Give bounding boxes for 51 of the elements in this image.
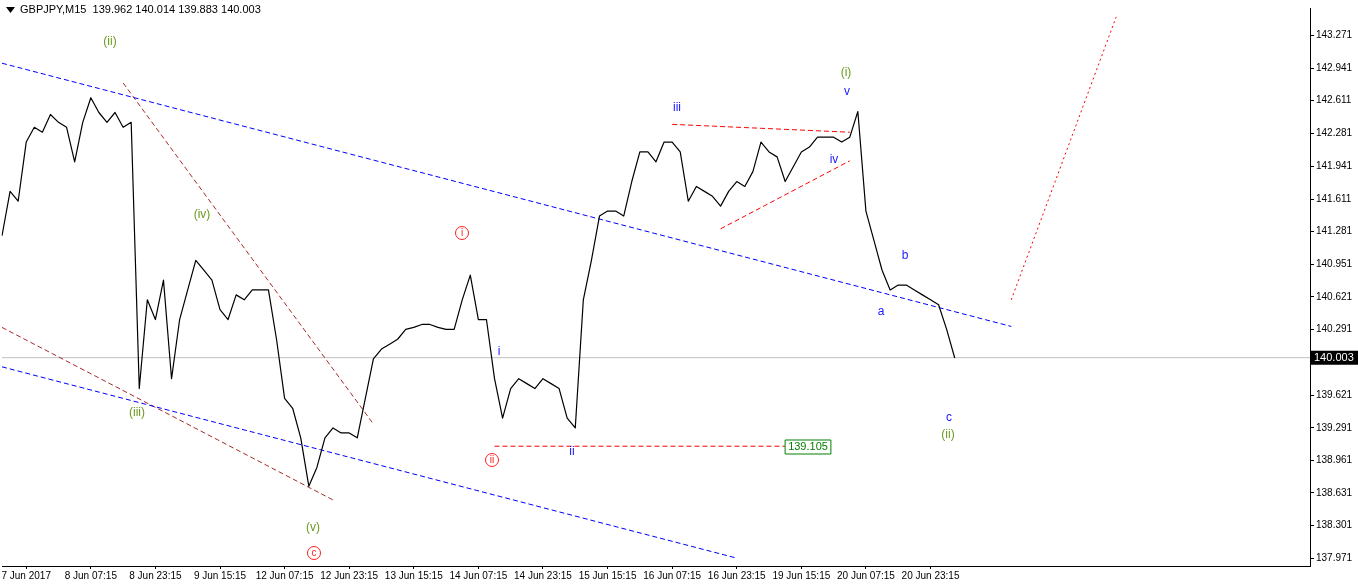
y-tick-label: 139.621: [1316, 389, 1353, 401]
x-tick-label: 20 Jun 23:15: [901, 569, 960, 581]
chart-title: GBPJPY,M15 139.962 140.014 139.883 140.003: [20, 3, 261, 16]
x-tick-label: 9 Jun 15:15: [193, 569, 247, 581]
y-tick-label: 140.951: [1316, 257, 1353, 269]
y-tick-label: 143.271: [1316, 29, 1353, 41]
annotation: i: [460, 226, 464, 238]
x-tick-label: 14 Jun 23:15: [514, 569, 573, 581]
annotation: iii: [673, 100, 681, 115]
x-tick-label: 16 Jun 07:15: [643, 569, 702, 581]
y-tick-label: 140.291: [1316, 323, 1353, 335]
annotation: (v): [306, 520, 320, 535]
annotation: i: [497, 344, 501, 359]
annotation: iv: [829, 152, 839, 167]
x-tick-label: 16 Jun 23:15: [707, 569, 767, 581]
x-tick-label: 14 Jun 07:15: [449, 569, 508, 581]
x-tick-label: 13 Jun 15:15: [384, 569, 444, 581]
y-tick-label: 142.281: [1316, 126, 1353, 138]
y-tick-label: 140.621: [1316, 290, 1353, 302]
y-tick-label: 139.291: [1316, 421, 1353, 433]
x-tick-label: 15 Jun 15:15: [578, 569, 637, 581]
annotation: (iv): [193, 207, 211, 222]
y-tick-label: 142.611: [1316, 94, 1352, 106]
annotation: ii: [489, 453, 495, 465]
ref-line-label: 140.003: [1314, 350, 1354, 363]
annotation: b: [901, 248, 909, 263]
y-tick-label: 141.611: [1316, 192, 1352, 204]
x-tick-label: 8 Jun 07:15: [64, 569, 118, 581]
annotation: a: [877, 304, 885, 319]
y-tick-label: 138.301: [1316, 519, 1353, 531]
x-tick-label: 20 Jun 07:15: [837, 569, 896, 581]
y-tick-label: 141.941: [1316, 160, 1353, 172]
x-tick-label: 19 Jun 15:15: [772, 569, 831, 581]
annotation: (i): [840, 65, 852, 80]
annotation: c: [311, 546, 317, 558]
annotation: (ii): [103, 34, 117, 49]
annotation: 139.105: [788, 440, 828, 453]
annotation: (ii): [941, 427, 955, 442]
annotation: v: [844, 84, 850, 99]
x-tick-label: 12 Jun 07:15: [255, 569, 314, 581]
y-tick-label: 141.281: [1316, 225, 1353, 237]
x-tick-label: 12 Jun 23:15: [320, 569, 379, 581]
annotation: (iii): [129, 405, 145, 420]
y-tick-label: 142.941: [1316, 61, 1353, 73]
x-tick-label: 8 Jun 23:15: [129, 569, 182, 581]
y-tick-label: 137.971: [1316, 551, 1353, 563]
y-tick-label: 138.961: [1316, 454, 1353, 466]
annotation: c: [946, 410, 952, 425]
y-tick-label: 138.631: [1316, 486, 1353, 498]
annotation: ii: [569, 444, 575, 459]
x-tick-label: 7 Jun 2017: [1, 569, 52, 581]
